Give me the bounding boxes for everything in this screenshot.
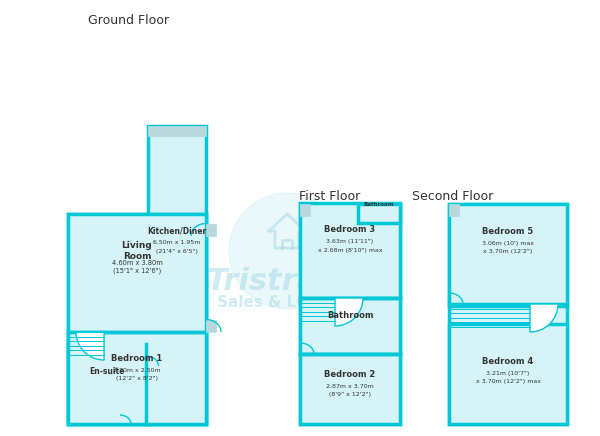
Bar <box>449 204 459 216</box>
Bar <box>449 324 567 424</box>
Text: 3.70m x 2.50m: 3.70m x 2.50m <box>113 368 161 372</box>
Bar <box>206 224 216 236</box>
Text: 3.63m (11'11"): 3.63m (11'11") <box>326 239 374 245</box>
Wedge shape <box>530 304 558 332</box>
Text: (12'2" x 8'2"): (12'2" x 8'2") <box>116 375 158 381</box>
Text: Tristrams: Tristrams <box>206 266 368 296</box>
Bar <box>358 204 400 223</box>
Text: (8'9" x 12'2"): (8'9" x 12'2") <box>329 392 371 396</box>
Wedge shape <box>76 332 104 360</box>
Bar <box>68 214 206 424</box>
Text: Sales & Lettings: Sales & Lettings <box>217 296 357 310</box>
Bar <box>300 203 400 298</box>
Bar <box>449 204 567 306</box>
Text: Ground Floor: Ground Floor <box>88 14 169 27</box>
Bar <box>300 298 400 354</box>
Bar <box>148 126 206 136</box>
Bar <box>148 126 206 424</box>
Text: En-suite: En-suite <box>89 367 125 375</box>
Text: Kitchen/Diner: Kitchen/Diner <box>148 226 206 235</box>
Text: Bedroom 4: Bedroom 4 <box>482 357 533 365</box>
Wedge shape <box>335 298 363 326</box>
Text: x 3.70m (12'2") max: x 3.70m (12'2") max <box>476 378 541 384</box>
Bar <box>206 320 216 332</box>
Bar <box>68 332 206 424</box>
Text: Bathroom: Bathroom <box>364 201 394 207</box>
Text: (15'1" x 12'6"): (15'1" x 12'6") <box>113 268 161 274</box>
Text: 3.21m (10'7"): 3.21m (10'7") <box>487 371 530 375</box>
Text: (21'4" x 6'5"): (21'4" x 6'5") <box>156 249 198 253</box>
Text: Living
Room: Living Room <box>122 241 152 261</box>
Bar <box>300 204 310 216</box>
Circle shape <box>229 193 345 309</box>
Bar <box>449 204 567 424</box>
Bar <box>68 344 146 424</box>
Text: 4.60m x 3.80m: 4.60m x 3.80m <box>112 260 163 266</box>
Text: Bedroom 1: Bedroom 1 <box>112 354 163 362</box>
Text: 3.06m (10') max: 3.06m (10') max <box>482 241 534 245</box>
Text: Bedroom 2: Bedroom 2 <box>325 369 376 378</box>
Text: First Floor: First Floor <box>299 190 361 203</box>
Bar <box>68 214 206 424</box>
Text: Second Floor: Second Floor <box>412 190 494 203</box>
Text: Bedroom 5: Bedroom 5 <box>482 226 533 235</box>
Text: 6.50m x 1.95m: 6.50m x 1.95m <box>154 241 200 245</box>
Bar <box>300 204 400 424</box>
Text: Bathroom: Bathroom <box>327 311 373 320</box>
Text: Bedroom 3: Bedroom 3 <box>325 225 376 235</box>
Text: 2.87m x 3.70m: 2.87m x 3.70m <box>326 384 374 388</box>
Bar <box>300 354 400 424</box>
Text: x 3.70m (12'2"): x 3.70m (12'2") <box>484 249 533 253</box>
Text: x 2.68m (8'10") max: x 2.68m (8'10") max <box>317 248 382 252</box>
